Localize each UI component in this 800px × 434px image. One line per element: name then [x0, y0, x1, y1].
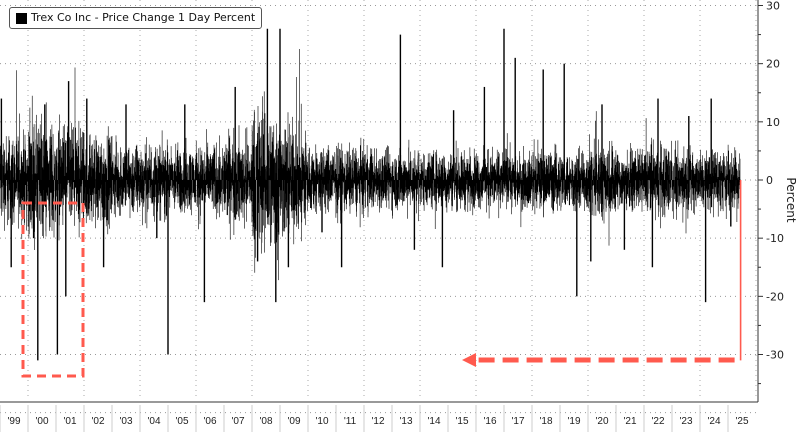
x-tick-label: '10 [315, 416, 328, 427]
legend-label: Trex Co Inc - Price Change 1 Day Percent [31, 11, 256, 24]
x-tick-label: '06 [203, 416, 216, 427]
price-change-bars [0, 28, 742, 361]
x-tick-label: '22 [651, 416, 664, 427]
x-tick-label: '20 [595, 416, 608, 427]
daily-change-bars [0, 49, 741, 281]
y-tick-label: -20 [766, 290, 784, 303]
x-tick-label: '23 [679, 416, 692, 427]
x-tick-label: '09 [287, 416, 300, 427]
chart-legend: Trex Co Inc - Price Change 1 Day Percent [9, 7, 263, 29]
x-tick-label: '13 [399, 416, 412, 427]
x-tick-label: '24 [707, 416, 720, 427]
x-tick-label: '08 [259, 416, 272, 427]
x-tick-label: '04 [147, 416, 160, 427]
y-tick-label: 0 [766, 174, 773, 187]
x-tick-label: '25 [735, 416, 748, 427]
x-tick-label: '19 [567, 416, 580, 427]
y-tick-label: 10 [766, 116, 780, 129]
x-tick-label: '18 [539, 416, 552, 427]
legend-swatch [16, 12, 27, 24]
annotations [21, 201, 735, 378]
x-tick-label: '00 [35, 416, 48, 427]
x-tick-label: '99 [7, 416, 20, 427]
grid-lines [0, 0, 758, 414]
x-tick-label: '11 [344, 416, 357, 427]
x-tick-label: '03 [119, 416, 132, 427]
y-tick-label: 20 [766, 58, 780, 71]
axes: 30 20 10 0 -10 -20 -30 '99 '00 '01 '02 '03 '04 '05 '… [0, 0, 784, 432]
x-tick-label: '15 [455, 416, 468, 427]
x-tick-label: '01 [63, 416, 76, 427]
y-axis-title: Percent [784, 177, 798, 222]
x-tick-label: '21 [623, 416, 636, 427]
x-tick-label: '05 [175, 416, 188, 427]
x-tick-label: '12 [371, 416, 384, 427]
arrow-head-icon [462, 353, 476, 367]
y-tick-label: -30 [766, 349, 784, 362]
y-tick-label: 30 [766, 0, 780, 13]
y-tick-label: -10 [766, 232, 784, 245]
x-tick-label: '14 [427, 416, 440, 427]
x-tick-label: '16 [483, 416, 496, 427]
x-tick-label: '07 [231, 416, 244, 427]
highlight-box [21, 201, 85, 378]
x-tick-label: '02 [91, 416, 104, 427]
x-tick-label: '17 [511, 416, 524, 427]
